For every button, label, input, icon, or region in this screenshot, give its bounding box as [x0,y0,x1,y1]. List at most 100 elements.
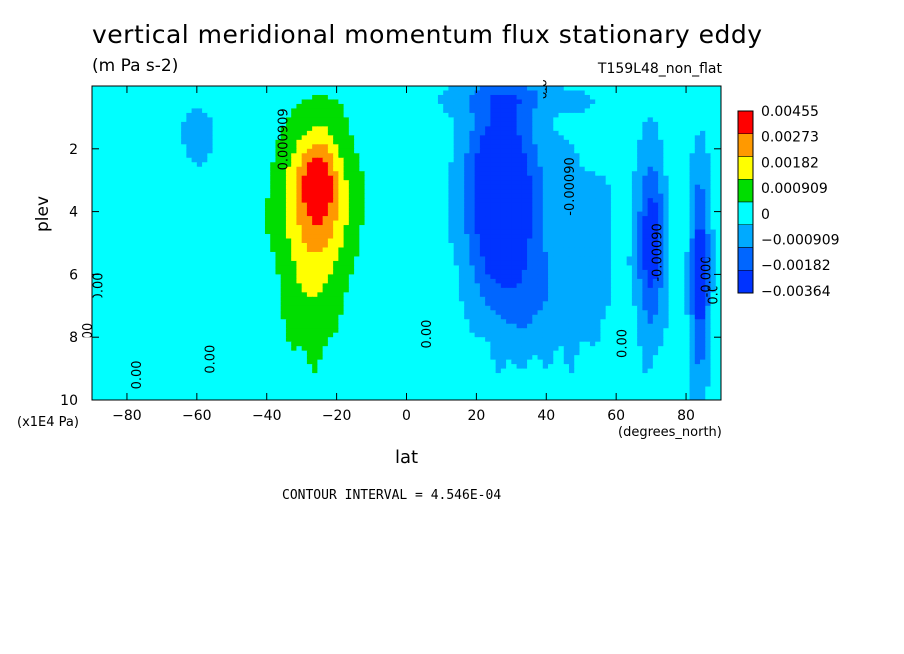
heatmap-cell [165,90,172,96]
heatmap-cell [568,256,575,262]
heatmap-cell [296,108,303,114]
heatmap-cell [673,265,680,271]
heatmap-cell [443,171,450,177]
heatmap-cell [160,90,166,96]
heatmap-cell [568,171,575,177]
heatmap-cell [658,86,664,92]
heatmap-cell [102,90,109,96]
heatmap-cell [589,184,596,190]
heatmap-cell [474,175,481,181]
heatmap-cell [291,243,298,249]
heatmap-cell [637,216,643,222]
heatmap-cell [139,90,146,96]
heatmap-cell [133,103,140,110]
heatmap-cell [165,171,172,177]
heatmap-cell [212,121,219,127]
heatmap-cell [390,175,397,181]
heatmap-cell [264,121,271,127]
heatmap-cell [689,94,696,101]
heatmap-cell [396,121,402,127]
heatmap-cell [658,139,664,145]
heatmap-cell [579,260,586,267]
heatmap-cell [181,198,187,204]
heatmap-cell [396,135,402,141]
heatmap-cell [343,265,350,271]
heatmap-cell [637,180,643,186]
heatmap-cell [679,216,685,222]
heatmap-cell [610,148,617,154]
heatmap-cell [359,211,366,217]
heatmap-cell [207,225,214,231]
heatmap-cell [406,166,413,172]
heatmap-cell [485,117,491,123]
heatmap-cell [207,103,214,110]
heatmap-cell [364,193,371,199]
heatmap-cell [553,135,560,141]
heatmap-cell [139,225,146,231]
heatmap-cell [684,238,691,244]
heatmap-cell [359,130,366,136]
heatmap-cell [348,171,355,177]
heatmap-cell [574,265,581,271]
heatmap-cell [411,180,418,186]
heatmap-cell [144,153,151,159]
heatmap-cell [458,216,465,222]
heatmap-cell [416,202,423,208]
heatmap-cell [233,234,240,240]
heatmap-cell [479,166,486,172]
heatmap-cell [710,234,717,240]
heatmap-cell [437,260,444,267]
heatmap-cell [296,103,303,110]
heatmap-cell [453,220,460,226]
heatmap-cell [710,216,717,222]
heatmap-cell [390,260,397,267]
heatmap-cell [160,112,166,118]
heatmap-cell [553,211,560,217]
heatmap-cell [375,234,381,240]
heatmap-cell [385,234,392,240]
heatmap-cell [306,234,313,240]
heatmap-cell [511,207,518,213]
heatmap-cell [595,157,602,163]
heatmap-cell [406,256,413,262]
heatmap-cell [107,171,114,177]
heatmap-cell [359,86,366,92]
heatmap-cell [133,220,140,226]
heatmap-cell [186,243,193,249]
heatmap-cell [527,99,533,105]
heatmap-cell [254,103,261,110]
heatmap-cell [495,171,502,177]
heatmap-cell [92,86,98,92]
heatmap-cell [118,175,125,181]
heatmap-cell [574,189,581,195]
heatmap-cell [558,180,565,186]
heatmap-cell [359,247,366,253]
heatmap-cell [427,117,434,123]
heatmap-cell [154,112,161,118]
heatmap-cell [217,162,224,168]
heatmap-cell [422,166,429,172]
heatmap-cell [621,153,628,159]
heatmap-cell [154,162,161,168]
heatmap-cell [343,108,350,114]
heatmap-cell [223,189,229,195]
heatmap-cell [306,251,313,258]
heatmap-cell [312,90,318,96]
heatmap-cell [448,225,455,231]
heatmap-cell [663,238,670,244]
heatmap-cell [275,90,282,96]
heatmap-cell [233,117,240,123]
heatmap-cell [710,207,717,213]
heatmap-cell [490,112,497,118]
heatmap-cell [191,247,198,253]
heatmap-cell [217,175,224,181]
heatmap-cell [223,225,229,231]
heatmap-cell [621,193,628,199]
heatmap-cell [448,135,455,141]
heatmap-cell [149,157,156,163]
heatmap-cell [532,90,539,96]
heatmap-cell [364,157,371,163]
heatmap-cell [511,175,518,181]
heatmap-cell [390,108,397,114]
heatmap-cell [679,220,685,226]
